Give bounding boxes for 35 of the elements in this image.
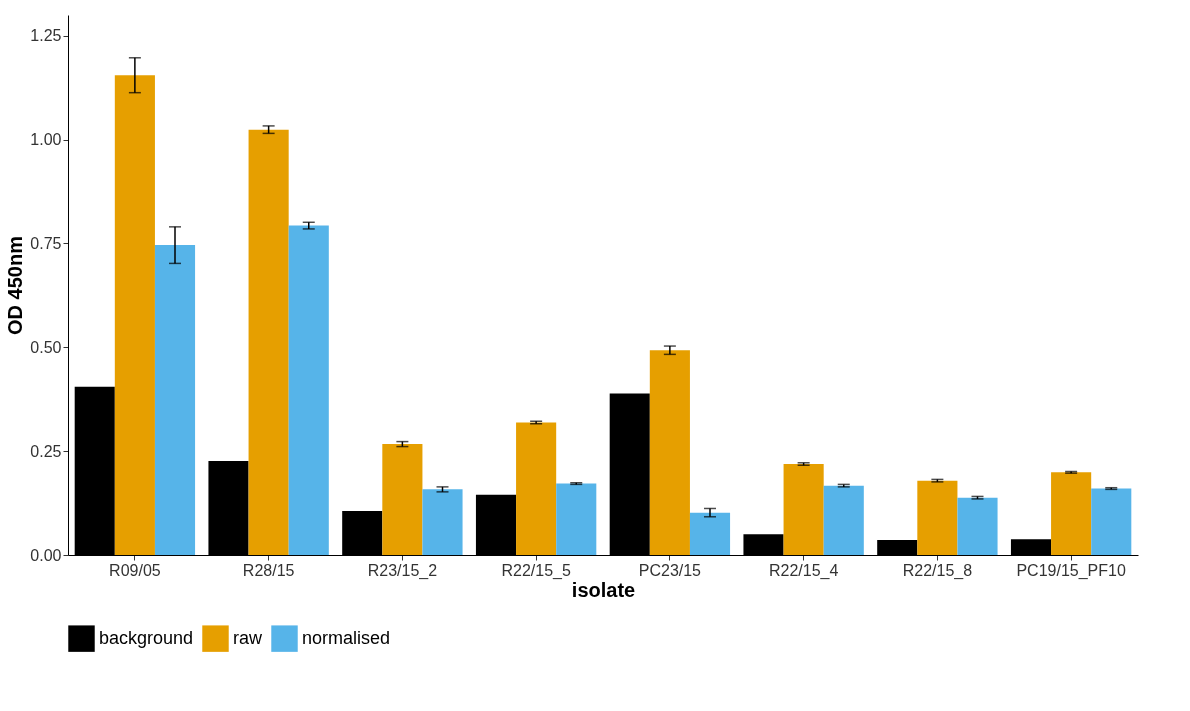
bar bbox=[957, 497, 998, 555]
x-axis-title: isolate bbox=[571, 578, 636, 601]
y-tick-label: 1.00 bbox=[30, 131, 62, 149]
y-tick-label: 0.25 bbox=[30, 442, 62, 460]
y-tick-label: 0.75 bbox=[30, 234, 62, 252]
bar bbox=[154, 245, 196, 555]
x-tick-label: PC23/15 bbox=[638, 561, 702, 579]
bar bbox=[649, 350, 690, 555]
legend-label: raw bbox=[233, 627, 263, 648]
bar bbox=[917, 480, 958, 555]
x-tick-label: PC19/15_PF10 bbox=[1016, 561, 1126, 580]
x-tick-label: R09/05 bbox=[109, 561, 161, 579]
y-tick-label: 0.00 bbox=[30, 546, 62, 564]
bar bbox=[1091, 488, 1132, 555]
bar bbox=[114, 75, 155, 555]
y-tick-label: 1.25 bbox=[30, 27, 62, 45]
legend-label: normalised bbox=[302, 627, 391, 648]
y-tick-label: 0.50 bbox=[30, 338, 62, 356]
x-tick-label: R22/15_8 bbox=[902, 561, 973, 580]
bar bbox=[516, 422, 557, 555]
bar bbox=[823, 485, 864, 555]
x-tick-label: R22/15_5 bbox=[501, 561, 571, 580]
x-tick-label: R22/15_4 bbox=[768, 561, 839, 580]
bar bbox=[1051, 472, 1092, 555]
x-tick-label: R28/15 bbox=[242, 561, 295, 579]
y-axis-title: OD 450nm bbox=[4, 236, 27, 335]
legend-label: background bbox=[99, 627, 194, 648]
bar bbox=[248, 129, 289, 555]
bar bbox=[288, 225, 329, 555]
bar bbox=[689, 512, 731, 555]
bar bbox=[556, 483, 597, 555]
bar bbox=[783, 464, 824, 555]
bar bbox=[422, 489, 463, 555]
x-tick-label: R23/15_2 bbox=[367, 561, 438, 580]
bar bbox=[382, 444, 423, 555]
